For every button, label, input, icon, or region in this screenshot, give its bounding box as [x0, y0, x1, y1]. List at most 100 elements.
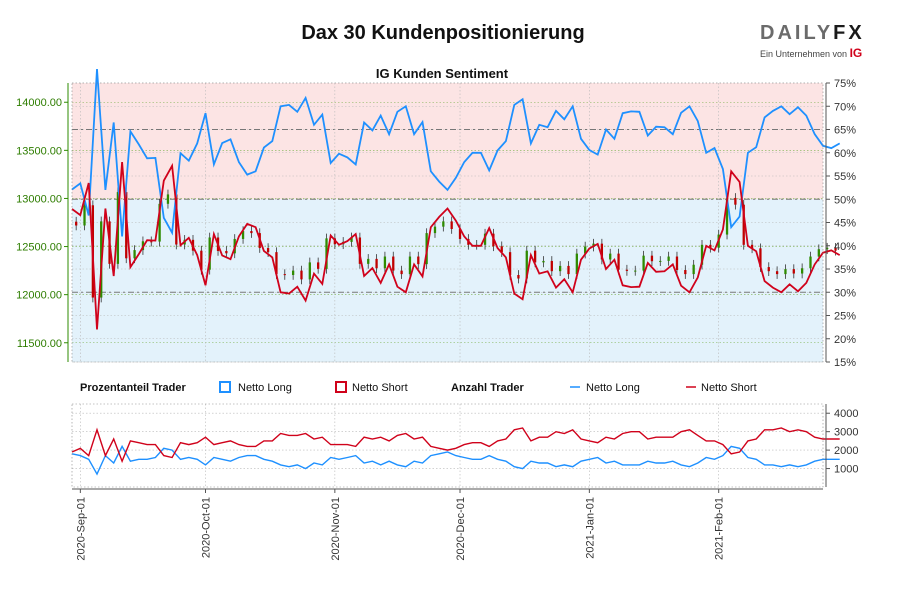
candle-up	[83, 205, 86, 226]
candle-down	[675, 256, 679, 271]
candle-down	[533, 250, 537, 263]
candle-up	[692, 264, 695, 275]
legend-count-long: Netto Long	[586, 382, 640, 394]
candle-up	[559, 265, 562, 272]
candle-up	[809, 256, 812, 269]
candle-down	[709, 244, 712, 248]
candle-down	[834, 247, 837, 251]
candle-down	[734, 197, 737, 205]
candle-up	[483, 233, 487, 245]
candle-down	[450, 221, 453, 230]
net-short-percent-line	[71, 162, 841, 330]
candle-up	[442, 221, 445, 227]
percent-tick-label: 25%	[834, 311, 856, 323]
x-tick-label: 2021-Feb-01	[714, 497, 726, 560]
candle-down	[400, 270, 403, 275]
trader-count-plot: 1000 2000 3000 4000	[71, 403, 858, 488]
candle-up	[367, 258, 370, 264]
candle-down	[317, 262, 320, 269]
x-tick-label: 2020-Nov-01	[330, 497, 342, 561]
candle-up	[133, 250, 136, 259]
candle-down	[600, 243, 604, 260]
legend-percent-long: Netto Long	[238, 382, 292, 394]
candle-up	[208, 237, 211, 270]
candle-down	[650, 255, 654, 262]
dailyfx-logo: DAILYFX Ein Unternehmen von IG	[760, 22, 870, 60]
candle-down	[150, 241, 153, 243]
candle-down	[617, 253, 620, 270]
percent-tick-label: 15%	[834, 357, 856, 369]
candle-up	[817, 249, 820, 257]
count-tick-label: 4000	[834, 408, 858, 420]
logo-brand-accent: FX	[833, 22, 865, 44]
price-tick-label: 12500.00	[16, 242, 62, 254]
logo-brand: DAILY	[760, 22, 834, 44]
percent-tick-label: 35%	[834, 264, 856, 276]
short-zone	[72, 83, 823, 200]
candle-up	[659, 260, 662, 262]
legend-long-box	[219, 381, 231, 393]
bottom-plot-frame	[71, 403, 824, 488]
percent-tick-label: 75%	[834, 78, 856, 90]
candle-down	[283, 274, 286, 276]
logo-tagline: Ein Unternehmen von	[760, 49, 848, 59]
candle-down	[775, 271, 779, 275]
candle-down	[567, 265, 570, 275]
legend-percent-short: Netto Short	[352, 382, 408, 394]
candle-down	[225, 250, 228, 254]
percent-tick-label: 30%	[834, 287, 856, 299]
candle-up	[800, 268, 804, 274]
candle-down	[625, 269, 629, 271]
candle-down	[200, 250, 203, 270]
candle-up	[642, 255, 645, 271]
candle-up	[584, 246, 587, 254]
candle-down	[266, 248, 270, 253]
percent-tick-label: 40%	[834, 241, 856, 253]
candle-down	[792, 269, 795, 274]
percent-tick-label: 20%	[834, 334, 856, 346]
count-tick-label: 3000	[834, 427, 858, 439]
price-tick-label: 14000.00	[16, 97, 62, 109]
candle-down	[250, 231, 253, 234]
candle-up	[700, 244, 704, 265]
x-tick-label: 2021-Jan-01	[584, 497, 596, 559]
candle-down	[767, 267, 770, 272]
candle-up	[542, 260, 545, 263]
x-tick-label: 2020-Sep-01	[75, 497, 87, 561]
legend-short-box	[335, 381, 347, 393]
candle-down	[550, 260, 553, 272]
candle-down	[750, 244, 754, 249]
candle-down	[75, 221, 78, 226]
chart-title: Dax 30 Kundenpositionierung	[301, 22, 585, 44]
candle-up	[826, 247, 829, 250]
legend-group-percent: Prozentanteil Trader	[80, 382, 186, 394]
candle-up	[383, 256, 387, 269]
candle-up	[350, 237, 353, 242]
candle-down	[392, 256, 395, 271]
candle-up	[592, 243, 595, 247]
candle-down	[500, 246, 503, 253]
x-tick-label: 2020-Oct-01	[201, 497, 213, 558]
candle-up	[158, 203, 161, 242]
price-tick-label: 11500.00	[17, 338, 62, 350]
candle-up	[609, 253, 612, 260]
candle-up	[166, 194, 170, 204]
percent-tick-label: 60%	[834, 148, 856, 160]
percent-tick-label: 55%	[834, 171, 856, 183]
candle-down	[458, 229, 462, 239]
price-tick-label: 13000.00	[16, 193, 62, 205]
candle-up	[308, 262, 311, 280]
candle-up	[433, 226, 437, 234]
net-short-count-line	[71, 427, 840, 464]
legend-count-short: Netto Short	[701, 382, 757, 394]
percent-tick-label: 45%	[834, 218, 856, 230]
candle-up	[325, 238, 328, 269]
main-plot-frame	[71, 82, 824, 363]
percent-tick-label: 70%	[834, 101, 856, 113]
legend-group-count: Anzahl Trader	[451, 382, 524, 394]
candle-down	[417, 256, 420, 265]
legend: Prozentanteil Trader Netto Long Netto Sh…	[80, 381, 757, 394]
candle-up	[575, 253, 578, 275]
main-plot-area: 11500.00 12000.00 12500.00 13000.00 13500.00…	[16, 69, 856, 369]
candle-up	[291, 270, 295, 275]
